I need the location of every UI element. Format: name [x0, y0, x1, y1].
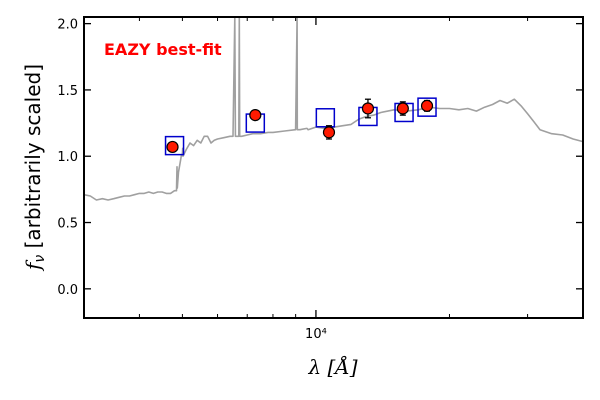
model-photometry-box: [315, 108, 336, 128]
plot-area-background: [84, 17, 583, 318]
sed-template-line: [83, 16, 584, 201]
y-tick-label: 0.5: [57, 217, 78, 232]
sed-layer: [83, 16, 584, 201]
annotation-text: EAZY best-fit: [104, 40, 222, 59]
model-photometry-box: [164, 135, 185, 156]
x-tick-label: 10⁴: [305, 327, 327, 342]
observed-point: [322, 126, 336, 139]
observed-point: [396, 102, 409, 115]
y-tick-label: 2.0: [57, 18, 78, 33]
observed-point: [166, 140, 179, 154]
plot-frame: [83, 16, 584, 319]
y-tick-label: 0.0: [57, 283, 78, 298]
observed-point: [249, 109, 262, 122]
model-photometry-box: [417, 97, 437, 117]
observed-point: [420, 99, 434, 112]
observed-point: [361, 102, 375, 115]
y-tick-label: 1.5: [57, 84, 78, 99]
y-axis-label: fν [arbitrarily scaled]: [21, 64, 48, 272]
x-axis-label: λ [Å]: [307, 354, 357, 379]
observed-point-layer: [166, 98, 434, 154]
y-tick-label: 1.0: [57, 150, 78, 165]
